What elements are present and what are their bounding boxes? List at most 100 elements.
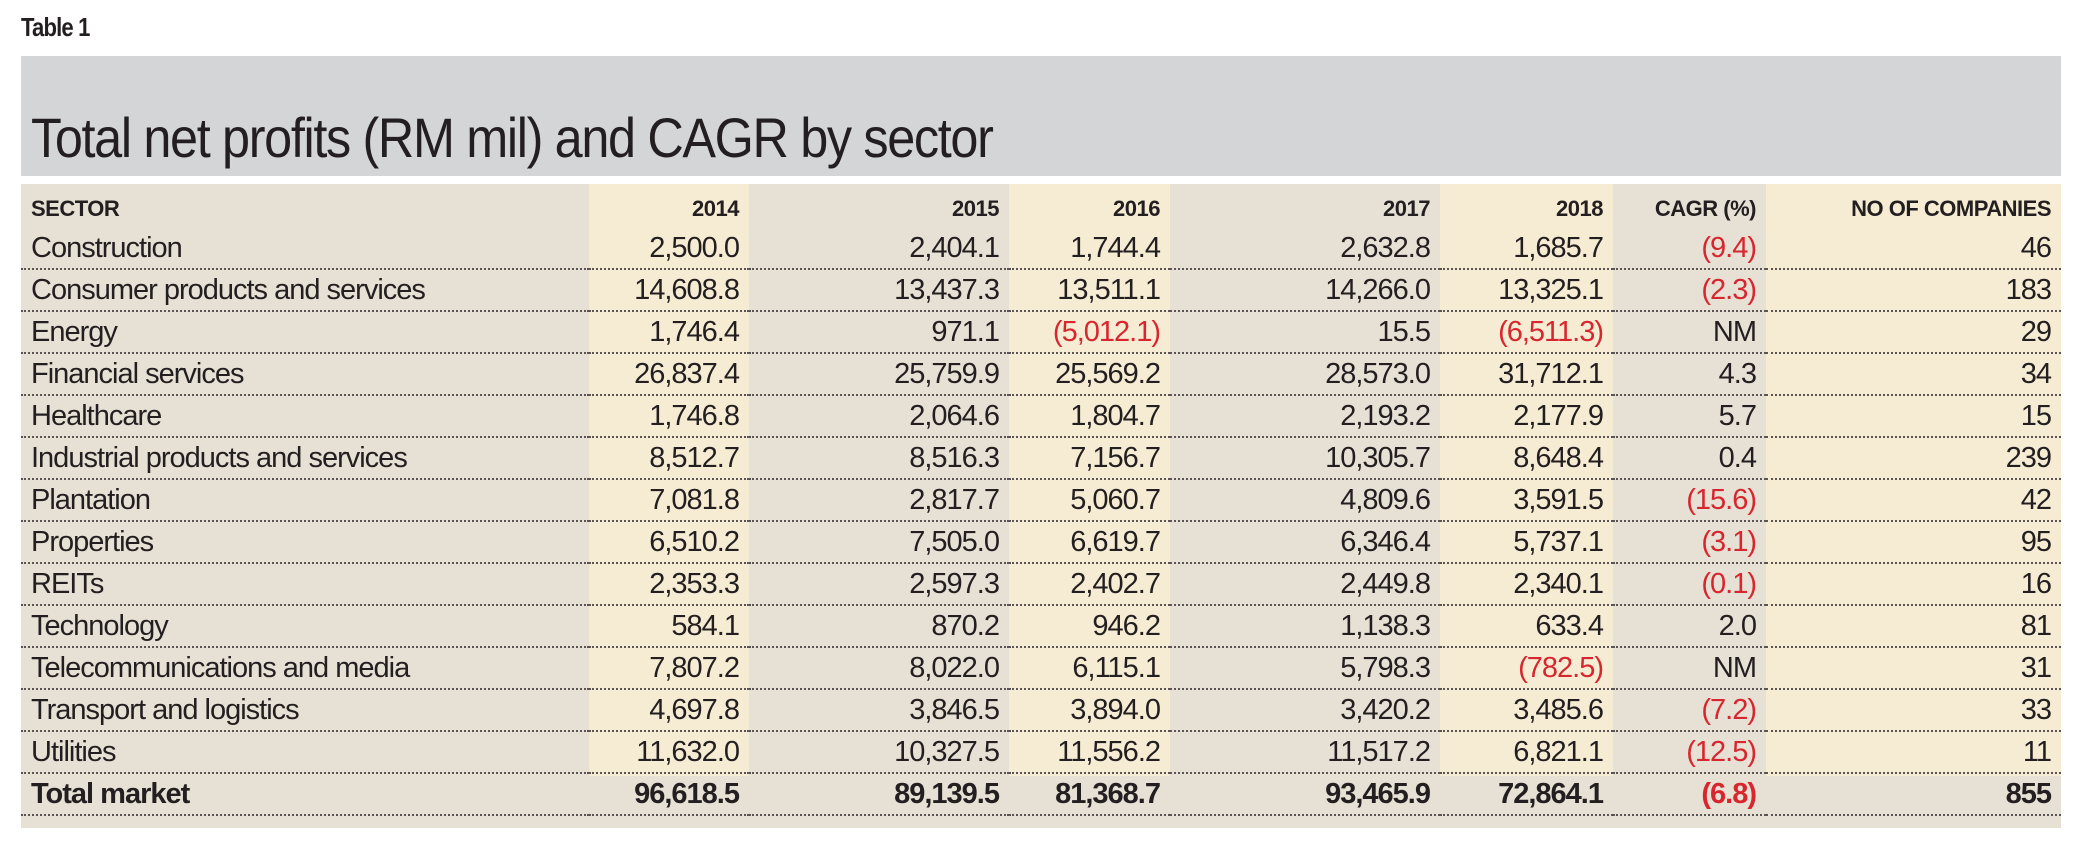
profit-cell-2018: 3,591.5: [1440, 479, 1613, 522]
companies-cell: 11: [1766, 731, 2061, 774]
cagr-cell: (9.4): [1613, 228, 1766, 270]
profit-cell-2017: 2,449.8: [1170, 563, 1440, 606]
profit-cell-2015: 870.2: [749, 605, 1009, 648]
profit-cell-2017: 11,517.2: [1170, 731, 1440, 774]
table-row: Financial services 26,837.4 25,759.9 25,569…: [21, 353, 2061, 396]
cagr-cell: (6.8): [1613, 773, 1766, 816]
table-row: Transport and logistics 4,697.8 3,846.5 3,8…: [21, 689, 2061, 732]
sector-name: Technology: [21, 605, 589, 648]
header-2018: 2018: [1556, 196, 1603, 221]
profit-cell-2017: 2,193.2: [1170, 395, 1440, 438]
header-2016: 2016: [1113, 196, 1160, 221]
profit-cell-2014: 584.1: [589, 605, 749, 648]
profit-cell-2018: 13,325.1: [1440, 269, 1613, 312]
companies-cell: 33: [1766, 689, 2061, 732]
profit-cell-2014: 7,081.8: [589, 479, 749, 522]
profit-cell-2016: 11,556.2: [1009, 731, 1170, 774]
companies-cell: 34: [1766, 353, 2061, 396]
profit-cell-2018: 633.4: [1440, 605, 1613, 648]
header-cagr: CAGR (%): [1654, 196, 1757, 221]
sector-name: Consumer products and services: [21, 269, 589, 312]
cagr-cell: NM: [1613, 647, 1766, 690]
profit-cell-2014: 7,807.2: [589, 647, 749, 690]
cagr-cell: 2.0: [1613, 605, 1766, 648]
profit-cell-2015: 89,139.5: [749, 773, 1009, 816]
cagr-cell: (15.6): [1613, 479, 1766, 522]
cagr-cell: (7.2): [1613, 689, 1766, 732]
profit-cell-2016: 1,744.4: [1009, 228, 1170, 270]
profit-cell-2015: 8,516.3: [749, 437, 1009, 480]
profit-cell-2015: 25,759.9: [749, 353, 1009, 396]
profit-cell-2014: 14,608.8: [589, 269, 749, 312]
profit-cell-2015: 2,817.7: [749, 479, 1009, 522]
profit-cell-2016: 2,402.7: [1009, 563, 1170, 606]
table-row: Energy 1,746.4 971.1 (5,012.1) 15.5 (6,511.3)…: [21, 311, 2061, 354]
sector-name: Total market: [21, 773, 589, 816]
profit-cell-2018: 5,737.1: [1440, 521, 1613, 564]
profits-table: SECTOR 2014 2015 2016 2017 2018 CAGR (%) NO OF …: [21, 190, 2061, 816]
companies-cell: 16: [1766, 563, 2061, 606]
profit-cell-2016: 3,894.0: [1009, 689, 1170, 732]
profit-cell-2017: 4,809.6: [1170, 479, 1440, 522]
header-2017: 2017: [1383, 196, 1430, 221]
companies-cell: 183: [1766, 269, 2061, 312]
profit-cell-2015: 2,597.3: [749, 563, 1009, 606]
header-sector: SECTOR: [31, 196, 120, 221]
sector-name: Plantation: [21, 479, 589, 522]
profit-cell-2018: 2,177.9: [1440, 395, 1613, 438]
sector-name: Energy: [21, 311, 589, 354]
profit-cell-2016: 25,569.2: [1009, 353, 1170, 396]
total-row: Total market 96,618.5 89,139.5 81,368.7 93,4…: [21, 773, 2061, 816]
profit-cell-2014: 2,500.0: [589, 228, 749, 270]
profit-cell-2014: 2,353.3: [589, 563, 749, 606]
table-row: REITs 2,353.3 2,597.3 2,402.7 2,449.8 2,340.1…: [21, 563, 2061, 606]
sector-name: Construction: [21, 228, 589, 270]
profit-cell-2016: 6,619.7: [1009, 521, 1170, 564]
companies-cell: 95: [1766, 521, 2061, 564]
profit-cell-2014: 26,837.4: [589, 353, 749, 396]
profit-cell-2017: 1,138.3: [1170, 605, 1440, 648]
profit-cell-2017: 93,465.9: [1170, 773, 1440, 816]
profit-cell-2015: 8,022.0: [749, 647, 1009, 690]
companies-cell: 15: [1766, 395, 2061, 438]
profit-cell-2015: 13,437.3: [749, 269, 1009, 312]
cagr-cell: (2.3): [1613, 269, 1766, 312]
profit-cell-2016: (5,012.1): [1009, 311, 1170, 354]
profit-cell-2014: 96,618.5: [589, 773, 749, 816]
profit-cell-2014: 1,746.8: [589, 395, 749, 438]
companies-cell: 46: [1766, 228, 2061, 270]
profit-cell-2018: 3,485.6: [1440, 689, 1613, 732]
profit-cell-2016: 5,060.7: [1009, 479, 1170, 522]
sector-name: REITs: [21, 563, 589, 606]
profit-cell-2014: 1,746.4: [589, 311, 749, 354]
table-body: Construction 2,500.0 2,404.1 1,744.4 2,632.8…: [21, 228, 2061, 816]
companies-cell: 42: [1766, 479, 2061, 522]
sector-name: Telecommunications and media: [21, 647, 589, 690]
table-row: Healthcare 1,746.8 2,064.6 1,804.7 2,193.2 2,…: [21, 395, 2061, 438]
sector-name: Utilities: [21, 731, 589, 774]
profit-cell-2016: 13,511.1: [1009, 269, 1170, 312]
table-row: Telecommunications and media 7,807.2 8,022…: [21, 647, 2061, 690]
sector-name: Healthcare: [21, 395, 589, 438]
profit-cell-2015: 3,846.5: [749, 689, 1009, 732]
table-row: Industrial products and services 8,512.7 8…: [21, 437, 2061, 480]
profit-cell-2018: 6,821.1: [1440, 731, 1613, 774]
table-title: Total net profits (RM mil) and CAGR by s…: [31, 106, 994, 169]
companies-cell: 239: [1766, 437, 2061, 480]
profit-cell-2014: 8,512.7: [589, 437, 749, 480]
profit-cell-2018: 72,864.1: [1440, 773, 1613, 816]
table-panel: SECTOR 2014 2015 2016 2017 2018 CAGR (%) NO OF …: [21, 184, 2061, 828]
profit-cell-2014: 11,632.0: [589, 731, 749, 774]
table-row: Utilities 11,632.0 10,327.5 11,556.2 11,517.…: [21, 731, 2061, 774]
cagr-cell: 5.7: [1613, 395, 1766, 438]
cagr-cell: (12.5): [1613, 731, 1766, 774]
profit-cell-2017: 14,266.0: [1170, 269, 1440, 312]
sector-name: Transport and logistics: [21, 689, 589, 732]
profit-cell-2016: 7,156.7: [1009, 437, 1170, 480]
profit-cell-2017: 3,420.2: [1170, 689, 1440, 732]
cagr-cell: (3.1): [1613, 521, 1766, 564]
companies-cell: 29: [1766, 311, 2061, 354]
header-companies: NO OF COMPANIES: [1851, 196, 2051, 221]
profit-cell-2018: (782.5): [1440, 647, 1613, 690]
sector-name: Properties: [21, 521, 589, 564]
